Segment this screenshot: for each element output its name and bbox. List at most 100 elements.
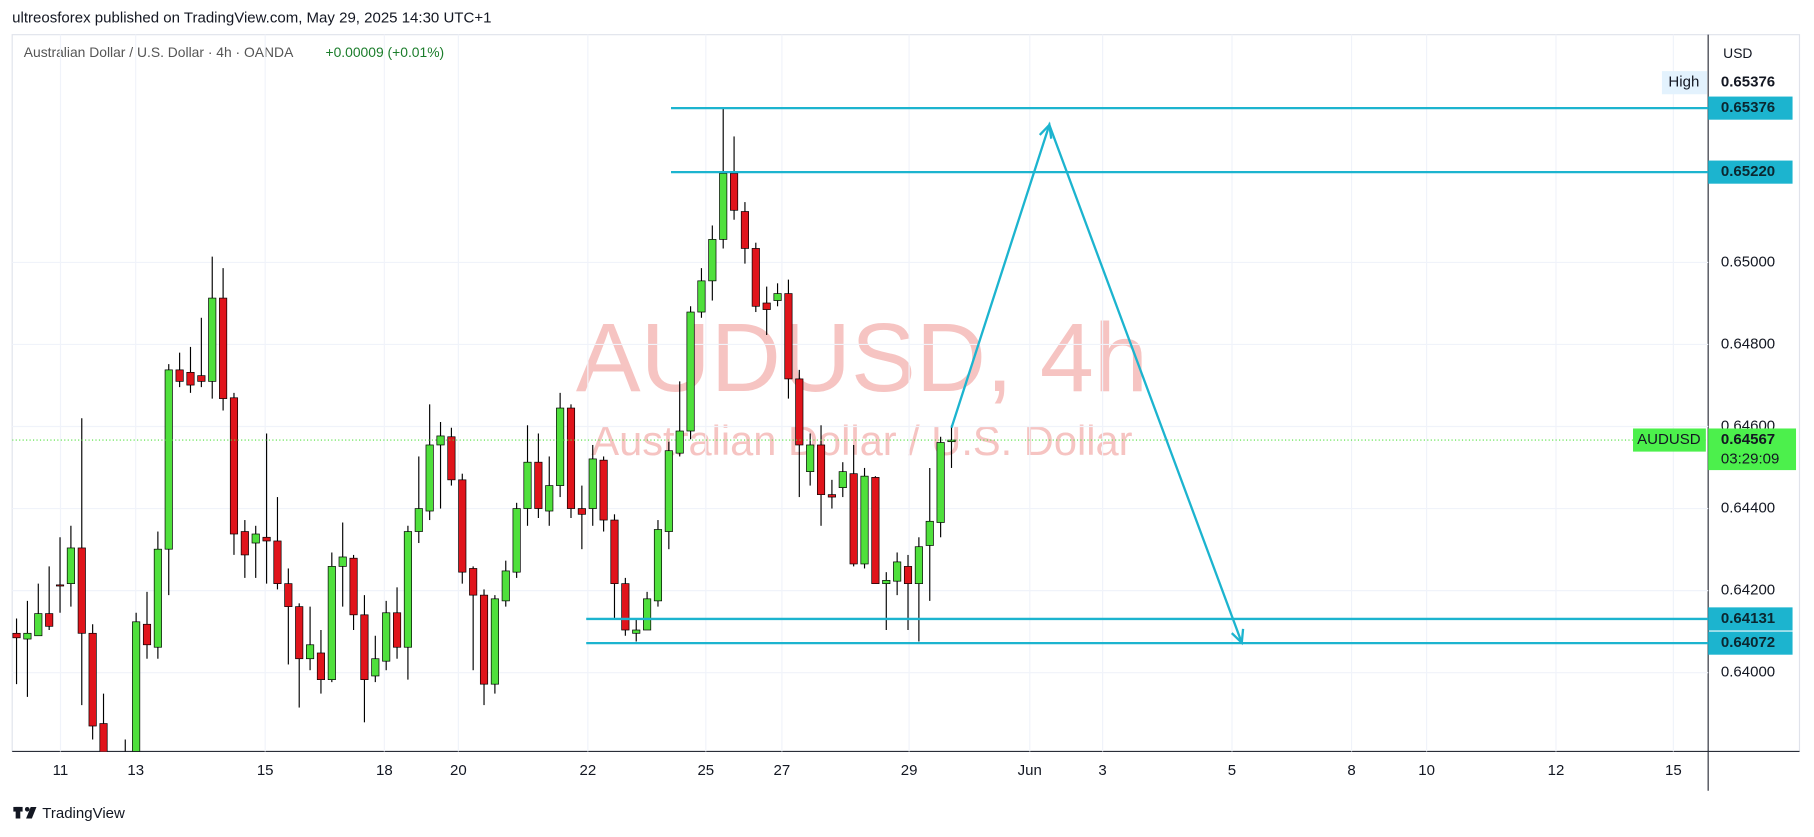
candle-body — [479, 594, 489, 685]
candle-body — [23, 632, 32, 640]
candle-body — [153, 548, 162, 648]
symbol-title: Australian Dollar / U.S. Dollar · 4h · O… — [24, 44, 294, 60]
currency: USD — [1723, 45, 1752, 61]
candle-body — [566, 407, 576, 509]
candle-body — [142, 623, 152, 646]
candle-body — [55, 584, 65, 587]
candle-body — [947, 439, 956, 443]
candle-body — [436, 435, 445, 446]
candle-body — [164, 369, 173, 550]
candle-body — [740, 211, 749, 249]
candle-body — [871, 477, 880, 584]
level-label-bg — [1708, 96, 1793, 120]
candle-body — [621, 583, 630, 631]
y-tick-label: 0.64800 — [1721, 335, 1775, 352]
candle-body — [936, 442, 945, 523]
candle-body — [77, 547, 86, 634]
candle-body — [316, 652, 325, 680]
candle-body — [186, 372, 195, 386]
x-tick-label: 10 — [1418, 762, 1435, 779]
candle-body — [229, 397, 239, 535]
x-tick-label: 12 — [1548, 762, 1565, 779]
candle-body — [34, 613, 43, 637]
candle-body — [512, 508, 521, 573]
level-label: 0.64072 — [1721, 634, 1775, 651]
candle-body — [327, 566, 336, 680]
candle-body — [295, 606, 304, 660]
candle-body — [925, 520, 934, 546]
x-tick-label: 20 — [450, 762, 467, 779]
candle-body — [719, 173, 728, 240]
candle-body — [458, 479, 467, 573]
x-tick-label: 8 — [1347, 762, 1355, 779]
x-tick-label: 15 — [1665, 762, 1682, 779]
x-tick-label: 29 — [901, 762, 918, 779]
candle-body — [914, 546, 923, 584]
candle-body — [664, 450, 673, 532]
x-tick-label: 13 — [127, 762, 144, 779]
price-label-bg — [1708, 428, 1797, 471]
level-label-bg — [1708, 607, 1793, 631]
x-tick-label: Jun — [1018, 762, 1042, 779]
candle-body — [632, 629, 641, 634]
candle-body — [599, 459, 608, 521]
candle-body — [816, 444, 826, 495]
candle-body — [653, 529, 663, 602]
candle-body — [219, 297, 228, 399]
candle-body — [197, 375, 206, 382]
labels: AUDUSD 0.64567 03:29:09 0.65376 0.65220 0.641… — [586, 71, 1797, 655]
arrow-head — [1230, 628, 1245, 646]
candle-body — [730, 173, 739, 211]
candle-body — [501, 570, 510, 602]
countdown: 03:29:09 — [1721, 451, 1779, 468]
candle-body — [490, 598, 499, 685]
candle-body — [882, 580, 891, 584]
candle-body — [643, 598, 652, 631]
level-label: 0.65220 — [1721, 163, 1775, 180]
candle-body — [838, 471, 847, 488]
plot-area — [12, 108, 1709, 752]
footer-brand: TradingView — [42, 805, 125, 822]
candle-body — [99, 723, 108, 752]
candle-body — [338, 556, 347, 567]
candle-body — [208, 297, 217, 382]
candle-body — [414, 508, 423, 532]
footer-logo — [13, 806, 37, 819]
symbol-label: AUDUSD — [1637, 431, 1701, 448]
candle-body — [349, 557, 358, 616]
candle-body — [403, 531, 412, 648]
candle-body — [132, 621, 141, 752]
candle-body — [860, 475, 869, 565]
candle-body — [240, 531, 249, 556]
candle-body — [588, 458, 597, 509]
candle-body — [708, 239, 717, 282]
symbol-label-bg — [1633, 428, 1706, 452]
x-tick-label: 22 — [579, 762, 596, 779]
candle-body — [577, 508, 586, 515]
candle-body — [360, 614, 369, 680]
x-tick-label: 3 — [1098, 762, 1106, 779]
candle-body — [893, 561, 902, 582]
candle-body — [447, 436, 456, 481]
candle-body — [425, 444, 434, 512]
candle-body — [534, 461, 543, 509]
candle-body — [469, 568, 478, 596]
candle-body — [556, 407, 565, 486]
arrow-head — [1038, 122, 1053, 139]
level-label-bg — [1708, 631, 1793, 655]
candle-body — [273, 540, 282, 584]
candle-body — [284, 583, 293, 607]
x-tick-label: 27 — [774, 762, 791, 779]
level-label: 0.65376 — [1721, 99, 1775, 116]
candle-body — [773, 293, 782, 301]
y-tick-label: 0.64400 — [1721, 500, 1775, 517]
candle-body — [251, 533, 260, 544]
candle-body — [697, 280, 706, 313]
level-label-bg — [1708, 160, 1793, 184]
candle-body — [382, 612, 391, 662]
candle-body — [306, 644, 315, 660]
candle-body — [175, 369, 184, 382]
candle-body — [686, 311, 695, 432]
